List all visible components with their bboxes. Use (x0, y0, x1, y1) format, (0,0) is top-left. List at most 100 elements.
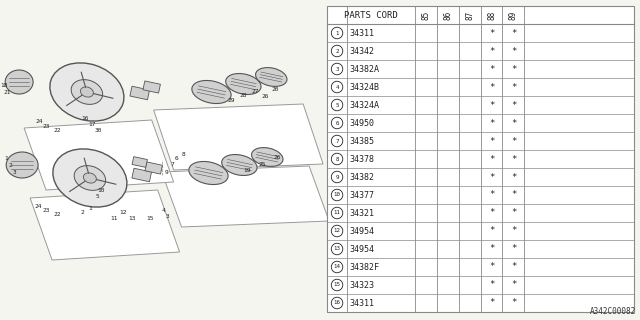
Circle shape (332, 189, 343, 201)
Text: 21: 21 (3, 90, 11, 94)
Text: 23: 23 (42, 209, 50, 213)
Circle shape (332, 207, 343, 219)
Text: *: * (489, 244, 494, 253)
Circle shape (332, 261, 343, 273)
Text: 3: 3 (12, 170, 16, 174)
Text: 34324A: 34324A (349, 100, 379, 109)
Text: 16: 16 (81, 116, 89, 121)
Text: 34385: 34385 (349, 137, 374, 146)
Text: 13: 13 (128, 215, 136, 220)
Text: *: * (489, 46, 494, 55)
Text: 34321: 34321 (349, 209, 374, 218)
Text: *: * (489, 190, 494, 199)
Text: 2: 2 (335, 49, 339, 53)
Text: 5: 5 (96, 195, 100, 199)
Text: 85: 85 (421, 10, 430, 20)
Text: *: * (489, 262, 494, 271)
Text: 11: 11 (110, 217, 118, 221)
Polygon shape (162, 166, 329, 227)
Text: *: * (489, 83, 494, 92)
Text: 87: 87 (465, 10, 474, 20)
Text: *: * (489, 65, 494, 74)
Text: *: * (489, 281, 494, 290)
Text: 34382F: 34382F (349, 262, 379, 271)
Ellipse shape (221, 155, 257, 175)
Text: 14: 14 (333, 265, 340, 269)
Bar (327, 6, 634, 312)
Text: *: * (511, 227, 516, 236)
Text: 6: 6 (335, 121, 339, 125)
Text: *: * (511, 46, 516, 55)
Text: *: * (511, 83, 516, 92)
Text: 1: 1 (88, 205, 92, 211)
Text: *: * (511, 100, 516, 109)
Text: 11: 11 (333, 211, 340, 215)
Text: 19: 19 (244, 167, 251, 172)
Text: *: * (489, 118, 494, 127)
Polygon shape (132, 156, 147, 167)
Ellipse shape (226, 74, 261, 94)
Text: 34954: 34954 (349, 244, 374, 253)
Circle shape (332, 135, 343, 147)
Text: 34382: 34382 (349, 172, 374, 181)
Text: *: * (489, 299, 494, 308)
Text: *: * (511, 190, 516, 199)
Text: 24: 24 (35, 118, 43, 124)
Text: 5: 5 (335, 102, 339, 108)
Text: 16: 16 (333, 300, 340, 306)
Text: 26: 26 (273, 155, 281, 159)
Text: 8: 8 (182, 151, 186, 156)
Circle shape (332, 225, 343, 237)
Ellipse shape (50, 63, 124, 121)
Circle shape (332, 63, 343, 75)
Text: 6: 6 (175, 156, 179, 161)
Text: 24: 24 (35, 204, 42, 210)
Polygon shape (30, 190, 180, 260)
Text: 34950: 34950 (349, 118, 374, 127)
Text: 34342: 34342 (349, 46, 374, 55)
Text: *: * (511, 65, 516, 74)
Text: *: * (489, 227, 494, 236)
Text: 86: 86 (443, 10, 452, 20)
Text: 1: 1 (4, 156, 8, 161)
Text: 34311: 34311 (349, 28, 374, 37)
Text: 23: 23 (42, 124, 50, 129)
Text: 2: 2 (8, 163, 12, 167)
Polygon shape (130, 86, 150, 100)
Text: 9: 9 (164, 170, 168, 174)
Text: *: * (489, 209, 494, 218)
Text: 2: 2 (80, 211, 84, 215)
Text: 4: 4 (335, 84, 339, 90)
Text: *: * (489, 155, 494, 164)
Text: *: * (511, 28, 516, 37)
Ellipse shape (255, 68, 287, 86)
Text: *: * (489, 28, 494, 37)
Text: *: * (511, 118, 516, 127)
Text: *: * (511, 172, 516, 181)
Text: *: * (511, 281, 516, 290)
Text: *: * (511, 209, 516, 218)
Text: 15: 15 (333, 283, 340, 287)
Circle shape (332, 171, 343, 183)
Text: 20: 20 (271, 86, 279, 92)
Text: 34323: 34323 (349, 281, 374, 290)
Text: 27: 27 (252, 89, 259, 93)
Circle shape (332, 153, 343, 165)
Text: 34324B: 34324B (349, 83, 379, 92)
Text: 34377: 34377 (349, 190, 374, 199)
Polygon shape (132, 168, 152, 182)
Text: *: * (511, 262, 516, 271)
Ellipse shape (74, 166, 106, 190)
Text: 34382A: 34382A (349, 65, 379, 74)
Text: 13: 13 (333, 246, 340, 252)
Polygon shape (154, 104, 323, 170)
Text: A342C00082: A342C00082 (590, 307, 636, 316)
Text: 89: 89 (509, 10, 518, 20)
Circle shape (332, 27, 343, 39)
Ellipse shape (81, 87, 93, 97)
Text: 18: 18 (1, 83, 8, 87)
Circle shape (332, 117, 343, 129)
Text: 3: 3 (335, 67, 339, 71)
Text: 7: 7 (171, 162, 175, 166)
Text: 12: 12 (333, 228, 340, 234)
